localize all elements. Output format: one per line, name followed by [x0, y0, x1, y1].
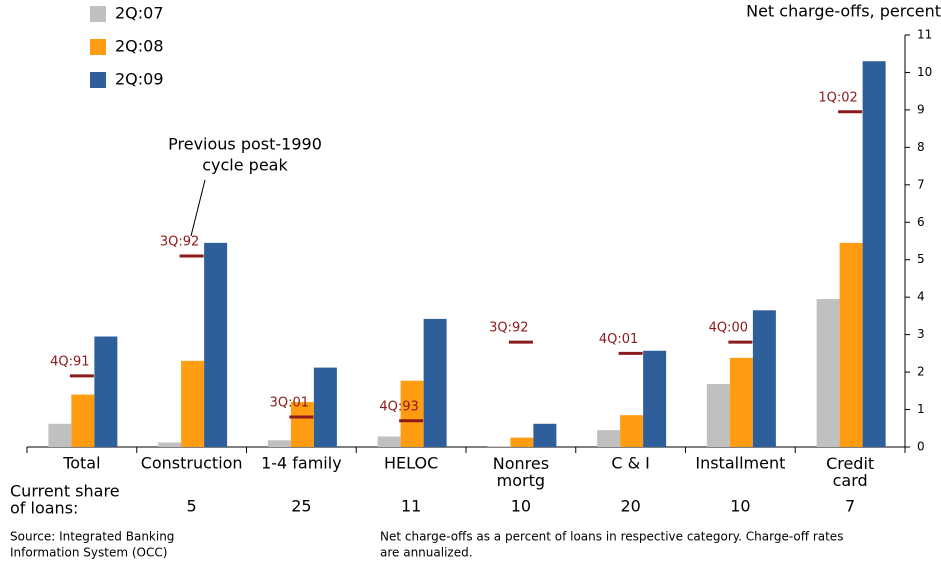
share-value: 11	[401, 497, 421, 516]
source: Information System (OCC)	[10, 546, 167, 560]
legend-swatch	[90, 39, 106, 55]
peak-label: 3Q:92	[160, 234, 199, 249]
share-label: of loans:	[10, 499, 78, 518]
share-value: 25	[291, 497, 311, 516]
y-tick-label: 2	[917, 365, 925, 379]
legend-label: 2Q:08	[115, 37, 164, 56]
y-tick-label: 9	[917, 102, 925, 116]
legend-label: 2Q:07	[115, 4, 164, 23]
bar	[290, 402, 314, 447]
legend-swatch	[90, 72, 106, 88]
y-tick-label: 0	[917, 440, 925, 454]
peak-label: 1Q:02	[818, 90, 857, 105]
bar	[597, 430, 621, 447]
share-value: 5	[187, 497, 197, 516]
share-value: 10	[511, 497, 531, 516]
bar	[510, 437, 534, 447]
bar	[752, 310, 776, 447]
bar	[377, 436, 401, 447]
x-tick-label: Credit card	[826, 454, 874, 490]
y-tick-label: 10	[917, 65, 932, 79]
bar	[620, 415, 644, 447]
y-tick-label: 1	[917, 402, 925, 416]
y-tick-label: 5	[917, 252, 925, 266]
note: are annualized.	[380, 546, 473, 560]
peak-label: 4Q:91	[50, 354, 89, 369]
peak-label: 3Q:01	[270, 396, 309, 411]
bar	[400, 380, 424, 447]
legend-label: 2Q:09	[115, 70, 164, 89]
x-tick-label: Nonres mortg	[493, 454, 549, 490]
annotation: cycle peak	[202, 156, 288, 175]
y-tick-label: 8	[917, 140, 925, 154]
bar	[94, 336, 118, 447]
bar	[643, 350, 667, 447]
y-tick-label: 6	[917, 215, 925, 229]
y-axis-label: Net charge-offs, percent	[746, 2, 941, 21]
annotation-pointer	[190, 179, 206, 237]
peak-label: 4Q:93	[379, 399, 418, 414]
bar	[181, 360, 205, 447]
x-tick-label: HELOC	[384, 454, 438, 473]
bar	[706, 384, 730, 447]
y-tick-label: 4	[917, 290, 925, 304]
bar	[533, 423, 557, 447]
bar	[423, 318, 447, 447]
share-value: 20	[620, 497, 640, 516]
bar	[729, 357, 753, 447]
y-tick-label: 3	[917, 327, 925, 341]
bar	[267, 440, 291, 447]
x-tick-label: Total	[62, 454, 100, 473]
share-value: 10	[730, 497, 750, 516]
annotation: Previous post-1990	[168, 135, 322, 154]
x-tick-label: C & I	[611, 454, 650, 473]
note: Net charge-offs as a percent of loans in…	[380, 530, 843, 544]
legend-swatch	[90, 6, 106, 22]
y-tick-label: 7	[917, 177, 925, 191]
bar	[71, 394, 95, 447]
bar	[816, 299, 840, 447]
source: Source: Integrated Banking	[10, 530, 174, 544]
bar	[487, 446, 511, 447]
share-label: Current share	[10, 482, 120, 501]
y-tick-label: 11	[917, 28, 932, 42]
share-value: 7	[845, 497, 855, 516]
x-tick-label: Installment	[695, 454, 785, 473]
bar	[313, 367, 337, 447]
x-tick-label: Construction	[141, 454, 243, 473]
bar	[839, 242, 863, 447]
peak-label: 3Q:92	[489, 321, 528, 336]
bar	[204, 242, 228, 447]
bar	[48, 423, 72, 447]
bar	[862, 61, 886, 448]
x-tick-label: 1-4 family	[261, 454, 342, 473]
peak-label: 4Q:00	[709, 321, 748, 336]
bar	[158, 442, 182, 447]
peak-label: 4Q:01	[599, 332, 638, 347]
